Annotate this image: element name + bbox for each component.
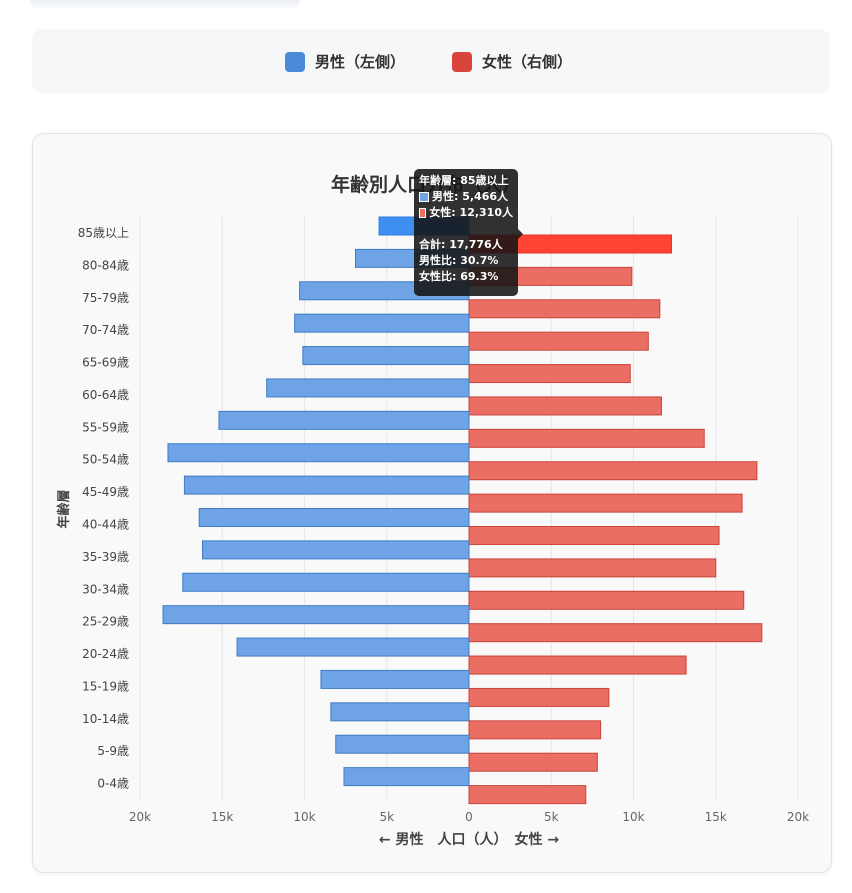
x-tick-label: 20k [129, 810, 151, 824]
chart-tooltip: 年齢層: 85歳以上 男性: 5,466人 女性: 12,310人 合計: 17… [414, 169, 523, 296]
male-bar [182, 572, 470, 592]
y-tick-label: 0-4歳 [97, 777, 129, 791]
tooltip-male-value: 男性: 5,466人 [432, 190, 509, 203]
legend-label-male: 男性（左側） [315, 53, 406, 71]
female-bar [468, 526, 720, 545]
female-bar [468, 364, 631, 384]
male-bar [198, 508, 470, 527]
legend-panel: 男性（左側） 女性（右側） [32, 29, 830, 93]
male-bar [343, 767, 470, 787]
x-tick-label: 15k [211, 810, 233, 824]
male-bar [294, 313, 470, 333]
y-tick-label: 10-14歳 [82, 712, 129, 726]
tooltip-total: 合計: 17,776人 [419, 238, 503, 251]
female-bar [468, 461, 758, 481]
x-axis-label: ← 男性 人口（人） 女性 → [379, 831, 559, 848]
y-tick-label: 50-54歳 [82, 453, 129, 467]
y-tick-label: 5-9歳 [97, 744, 129, 758]
female-bar [468, 428, 705, 448]
male-bar [335, 734, 470, 754]
male-bar [236, 637, 470, 657]
legend-swatch-female [452, 51, 472, 72]
female-bar [468, 396, 662, 416]
male-bar [167, 443, 470, 463]
male-bar [218, 410, 470, 430]
female-bar [468, 331, 649, 351]
y-tick-label: 35-39歳 [82, 550, 129, 564]
x-tick-label: 15k [705, 810, 727, 824]
x-tick-label: 20k [787, 810, 809, 824]
tooltip-female-ratio: 女性比: 69.3% [419, 270, 499, 283]
x-tick-label: 5k [379, 810, 394, 824]
female-bar [468, 687, 610, 707]
female-bar [468, 785, 587, 805]
y-tick-label: 25-29歳 [82, 615, 129, 629]
y-tick-label: 75-79歳 [82, 291, 129, 305]
female-bar [468, 623, 763, 643]
y-tick-label: 60-64歳 [82, 388, 129, 402]
male-bar [320, 669, 470, 689]
female-bar [468, 299, 661, 319]
tooltip-female-value: 女性: 12,310人 [429, 206, 513, 219]
tooltip-female-swatch [419, 208, 427, 218]
tooltip-male-swatch [419, 192, 429, 202]
y-tick-label: 20-24歳 [82, 647, 129, 661]
x-tick-label: 10k [293, 810, 315, 824]
tooltip-title: 年齢層: 85歳以上 [419, 174, 509, 187]
y-tick-label: 30-34歳 [82, 582, 129, 596]
y-tick-label: 65-69歳 [82, 356, 129, 370]
y-tick-label: 15-19歳 [82, 679, 129, 693]
y-tick-label: 70-74歳 [82, 323, 129, 337]
male-bar [266, 378, 470, 398]
y-tick-label: 55-59歳 [82, 420, 129, 434]
female-bar [468, 493, 743, 513]
y-tick-label: 45-49歳 [82, 485, 129, 499]
female-bar [468, 752, 598, 772]
y-tick-label: 85歳以上 [78, 226, 129, 240]
y-axis-label: 年齢層 [56, 489, 72, 528]
male-bar [302, 346, 470, 366]
female-bar [468, 590, 745, 610]
male-bar [162, 605, 470, 625]
tooltip-male-row: 男性: 5,466人 [419, 189, 513, 205]
female-bar [468, 655, 687, 675]
female-bar [468, 558, 717, 578]
tooltip-male-ratio: 男性比: 30.7% [419, 254, 499, 267]
y-tick-label: 80-84歳 [82, 258, 129, 272]
male-bar [183, 475, 470, 495]
legend-swatch-male [285, 51, 305, 72]
legend-item-male[interactable]: 男性（左側） [285, 51, 405, 72]
y-tick-label: 40-44歳 [82, 518, 129, 532]
tooltip-caret [518, 229, 523, 239]
male-bar [202, 540, 470, 560]
top-shadow [30, 0, 300, 10]
legend-item-female[interactable]: 女性（右側） [452, 51, 572, 72]
female-bar [468, 720, 602, 740]
x-tick-label: 0 [465, 810, 473, 824]
tooltip-female-row: 女性: 12,310人 [419, 205, 513, 221]
x-tick-label: 10k [622, 810, 644, 824]
male-bar [330, 702, 470, 722]
legend-label-female: 女性（右側） [482, 53, 573, 71]
x-tick-label: 5k [544, 810, 559, 824]
